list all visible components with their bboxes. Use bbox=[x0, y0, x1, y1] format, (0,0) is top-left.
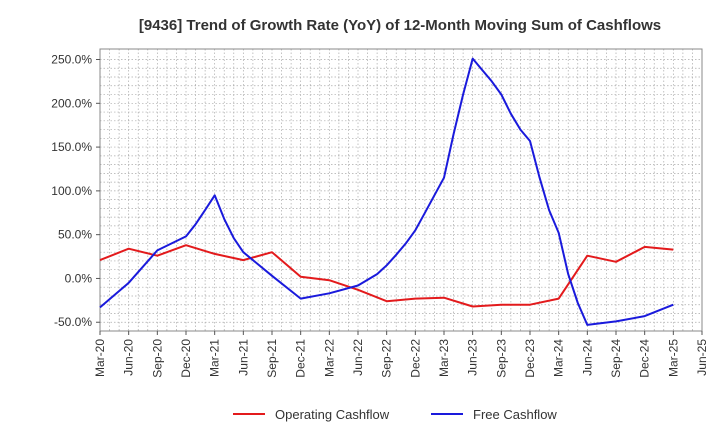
x-axis: Mar-20 Jun-20 Sep-20 Dec-20 Mar-21 Jun-21 Sep-… bbox=[93, 331, 709, 378]
series-line-1 bbox=[99, 57, 674, 326]
x-tick-label: Mar-22 bbox=[322, 339, 336, 377]
series-lines bbox=[99, 57, 674, 326]
x-tick-label: Mar-23 bbox=[437, 339, 451, 377]
x-tick-label: Mar-20 bbox=[93, 339, 107, 377]
grid bbox=[99, 49, 703, 331]
legend-label-operating-cashflow: Operating Cashflow bbox=[275, 407, 390, 422]
y-tick-label: 0.0% bbox=[65, 271, 93, 285]
x-tick-label: Jun-23 bbox=[466, 339, 480, 376]
x-tick-label: Mar-24 bbox=[552, 339, 566, 377]
x-tick-label: Dec-21 bbox=[294, 339, 308, 378]
plot-frame bbox=[99, 48, 703, 332]
y-tick-label: 250.0% bbox=[51, 53, 92, 67]
x-tick-label: Dec-23 bbox=[523, 339, 537, 378]
x-tick-label: Jun-24 bbox=[580, 339, 594, 376]
x-tick-label: Jun-22 bbox=[351, 339, 365, 376]
x-tick-label: Jun-21 bbox=[236, 339, 250, 376]
x-tick-label: Sep-21 bbox=[265, 339, 279, 378]
x-tick-label: Dec-20 bbox=[179, 339, 193, 378]
x-tick-label: Sep-20 bbox=[150, 339, 164, 378]
chart-title: [9436] Trend of Growth Rate (YoY) of 12-… bbox=[139, 17, 661, 34]
x-tick-label: Mar-21 bbox=[208, 339, 222, 377]
x-tick-label: Dec-22 bbox=[408, 339, 422, 378]
y-tick-label: 200.0% bbox=[51, 96, 92, 110]
x-tick-label: Mar-25 bbox=[666, 339, 680, 377]
x-tick-label: Jun-25 bbox=[695, 339, 709, 376]
legend: Operating Cashflow Free Cashflow bbox=[233, 407, 557, 422]
y-tick-label: 100.0% bbox=[51, 184, 92, 198]
series-line-0 bbox=[99, 244, 674, 308]
x-tick-label: Jun-20 bbox=[122, 339, 136, 376]
x-tick-label: Sep-24 bbox=[609, 339, 623, 378]
legend-label-free-cashflow: Free Cashflow bbox=[473, 407, 557, 422]
x-tick-label: Dec-24 bbox=[638, 339, 652, 378]
y-tick-label: 150.0% bbox=[51, 140, 92, 154]
y-tick-label: 50.0% bbox=[58, 228, 92, 242]
x-tick-label: Sep-23 bbox=[494, 339, 508, 378]
y-tick-label: -50.0% bbox=[54, 315, 92, 329]
y-axis: -50.0% 0.0% 50.0% 100.0% 150.0% 200.0% 250.0% bbox=[51, 53, 100, 329]
x-tick-label: Sep-22 bbox=[380, 339, 394, 378]
